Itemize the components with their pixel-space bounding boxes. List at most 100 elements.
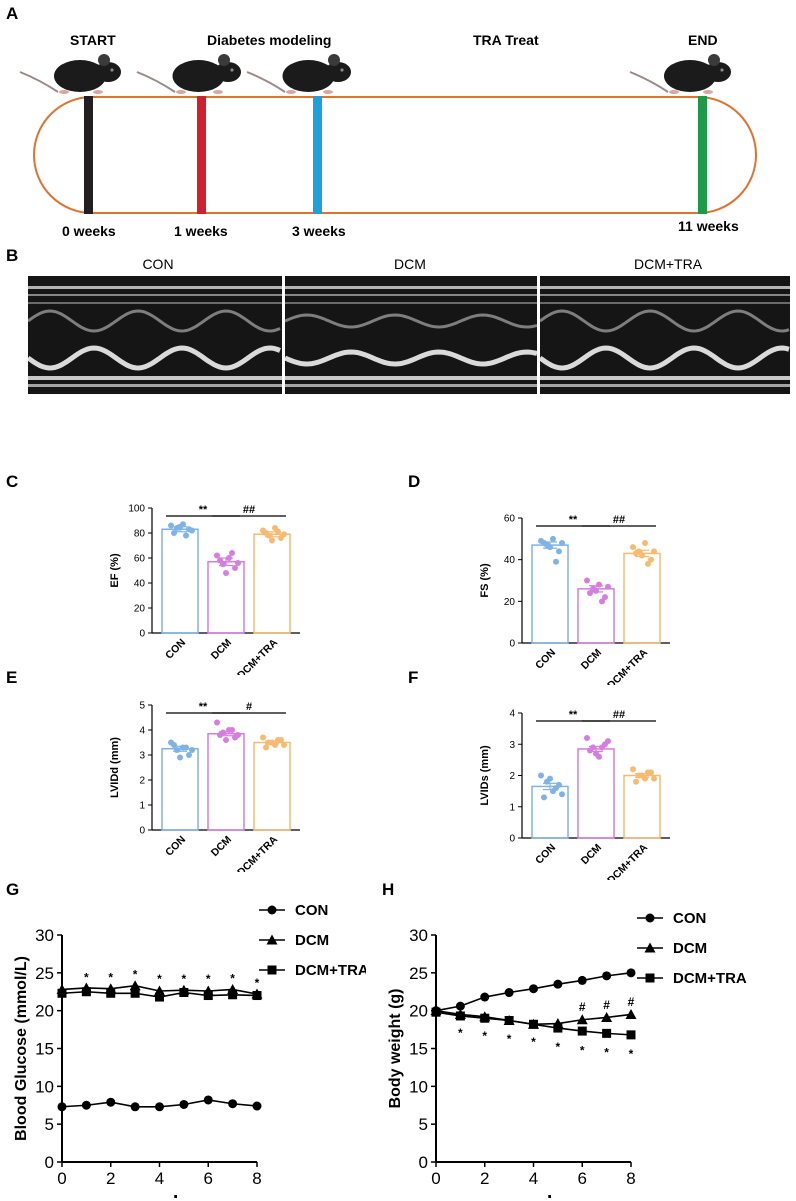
- data-point: [179, 1099, 189, 1109]
- data-point: [189, 747, 195, 753]
- data-point: [168, 522, 174, 529]
- data-point: [504, 1016, 514, 1026]
- data-point: [130, 1102, 140, 1112]
- line-chart-body-weight: 0 5 10 15 20 25 30 0 2 4 6 8 week Body weight (g) CON D…: [387, 910, 747, 1198]
- significance-star: *: [255, 976, 260, 990]
- data-point: [223, 570, 229, 576]
- significance-star: *: [458, 1026, 463, 1040]
- timeline-marker-1w: [197, 96, 206, 214]
- x-tick-label: CON: [163, 637, 188, 662]
- echo-image-dcm: [285, 276, 537, 394]
- x-tick-label: 4: [529, 1169, 538, 1188]
- week-3-label: 3 weeks: [292, 223, 346, 239]
- series-dcm-tra: [431, 1007, 636, 1040]
- data-point: [553, 785, 559, 791]
- data-point: [269, 537, 275, 544]
- legend-marker: [645, 973, 655, 983]
- legend-marker: [267, 905, 277, 915]
- significance-star: *: [108, 971, 113, 985]
- bar-dcm: [207, 733, 245, 831]
- data-point: [214, 719, 220, 726]
- data-point: [455, 1001, 465, 1011]
- panel-letter-e: E: [6, 668, 18, 687]
- data-point: [550, 535, 556, 542]
- data-point: [177, 754, 183, 761]
- legend-label: DCM+TRA: [673, 970, 747, 987]
- panel-letter-d: D: [408, 472, 421, 491]
- week-0-label: 0 weeks: [62, 223, 116, 239]
- panel-letter-g: G: [6, 880, 20, 899]
- y-axis-label: EF (%): [109, 553, 121, 588]
- data-point: [577, 1026, 587, 1036]
- bar-dcm-tra: [253, 533, 291, 634]
- legend-item-con: CON: [637, 910, 706, 927]
- y-axis-label: Blood Glucose (mmol/L): [13, 956, 30, 1141]
- y-tick-label: 3: [509, 740, 515, 751]
- data-point: [593, 587, 599, 594]
- data-point: [480, 992, 490, 1002]
- data-point: [228, 1099, 238, 1109]
- significance-label: ##: [613, 709, 625, 721]
- timeline-marker-0w: [84, 96, 93, 214]
- series-con: [57, 1095, 262, 1112]
- data-point: [593, 750, 599, 757]
- data-point: [639, 772, 645, 779]
- bar-dcm: [577, 588, 615, 644]
- data-point: [57, 1102, 67, 1112]
- legend-item-dcm: DCM: [637, 940, 707, 957]
- y-tick-label: 0: [139, 826, 145, 837]
- data-point: [587, 590, 593, 596]
- significance-label: ##: [243, 504, 255, 516]
- timeline-marker-3w: [313, 96, 322, 214]
- significance-label: **: [199, 504, 208, 516]
- x-tick-label: 6: [204, 1169, 213, 1188]
- significance-label: ##: [613, 514, 625, 526]
- data-point: [596, 581, 602, 588]
- data-point: [576, 1014, 588, 1025]
- legend-marker: [644, 942, 656, 953]
- y-tick-label: 15: [35, 1040, 54, 1059]
- mouse-diabetes-icon: [136, 54, 241, 94]
- legend-item-dcm: DCM: [259, 932, 329, 949]
- data-point: [174, 747, 180, 753]
- data-point: [633, 778, 639, 785]
- data-point: [626, 968, 636, 978]
- y-tick-label: 40: [134, 579, 146, 590]
- legend-label: DCM+TRA: [295, 962, 366, 979]
- y-tick-label: 30: [35, 926, 54, 945]
- data-point: [235, 732, 241, 738]
- y-axis-label: Body weight (g): [387, 989, 404, 1109]
- y-tick-label: 100: [128, 504, 145, 515]
- data-point: [639, 552, 645, 559]
- significance-star: *: [531, 1035, 536, 1049]
- x-tick-label: 2: [106, 1169, 115, 1188]
- legend-label: DCM: [673, 940, 707, 957]
- y-tick-label: 2: [139, 776, 145, 787]
- data-point: [155, 1102, 164, 1112]
- x-tick-label: DCM: [209, 636, 235, 662]
- significance-label: **: [569, 709, 578, 721]
- data-point: [630, 766, 636, 773]
- data-point: [651, 775, 657, 782]
- data-point: [130, 988, 140, 998]
- significance-star: *: [556, 1040, 561, 1054]
- y-axis-label: LVIDs (mm): [479, 745, 491, 806]
- stage-end-label: END: [688, 32, 718, 48]
- x-tick-label: DCM: [579, 841, 605, 867]
- x-tick-label: 2: [480, 1169, 489, 1188]
- y-tick-label: 20: [409, 1002, 428, 1021]
- data-point: [541, 540, 547, 546]
- data-point: [183, 532, 189, 539]
- data-point: [260, 734, 266, 741]
- y-tick-label: 10: [409, 1077, 428, 1096]
- timeline-marker-11w: [698, 96, 707, 214]
- panel-letter-f: F: [408, 668, 419, 687]
- data-point: [232, 565, 238, 571]
- x-tick-label: DCM+TRA: [235, 833, 280, 872]
- data-point: [203, 1095, 213, 1105]
- y-tick-label: 25: [409, 964, 428, 983]
- week-1-label: 1 weeks: [174, 223, 228, 239]
- x-tick-label: CON: [533, 842, 558, 867]
- data-point: [645, 769, 651, 776]
- bar-chart-lvids: 0 1 2 3 4 LVIDs (mm) CON DCM DCM+TRA ** ##: [479, 709, 670, 880]
